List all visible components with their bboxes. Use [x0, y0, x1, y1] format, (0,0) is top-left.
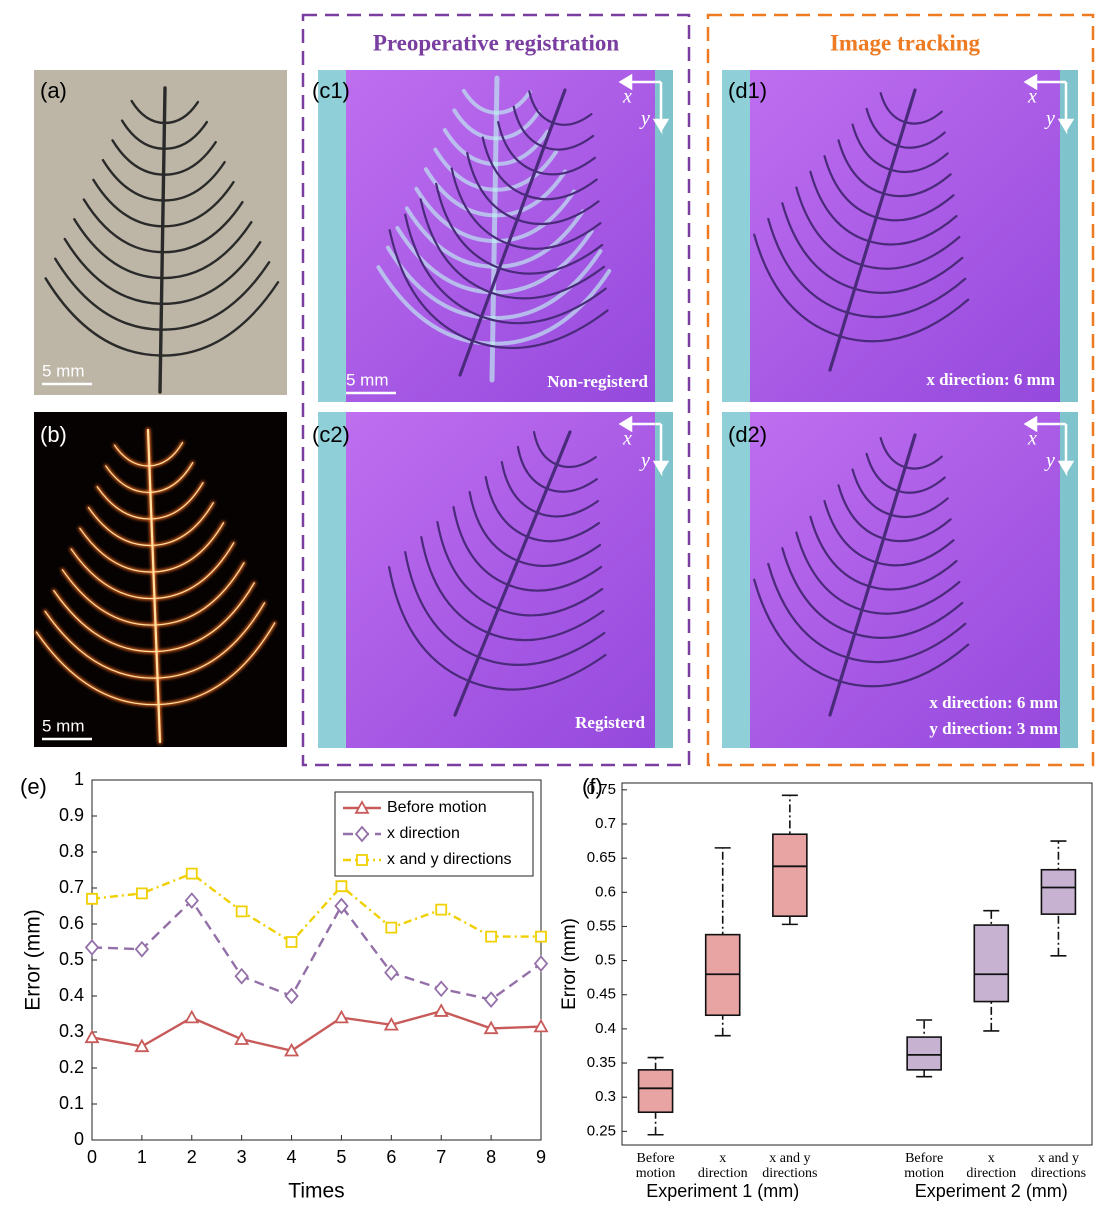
- y-tick-label: 0.4: [595, 1020, 616, 1037]
- y-tick-label: 0.5: [59, 949, 84, 969]
- x-tick-label: 3: [237, 1147, 247, 1167]
- legend-marker: [357, 855, 367, 865]
- y-tick-label: 0.65: [587, 849, 616, 866]
- axis-label: y: [639, 450, 650, 472]
- y-tick-label: 0.4: [59, 985, 84, 1005]
- panel-label: (c2): [312, 422, 350, 447]
- y-tick-label: 0.3: [59, 1021, 84, 1041]
- y-tick-label: 0.6: [595, 883, 616, 900]
- box: [773, 834, 807, 916]
- panel-label: (d2): [728, 422, 767, 447]
- marker: [187, 869, 197, 879]
- group-title: Preoperative registration: [373, 30, 620, 55]
- panel-label: (c1): [312, 78, 350, 103]
- x-tick-label: 7: [436, 1147, 446, 1167]
- y-tick-label: 1: [74, 769, 84, 789]
- legend-label: x and y directions: [387, 851, 512, 868]
- photo-edge: [722, 70, 750, 402]
- group-title: Image tracking: [830, 30, 981, 55]
- axis-label: x: [622, 428, 632, 450]
- box: [639, 1070, 673, 1112]
- x-tick-label: x and ydirections: [762, 1151, 817, 1181]
- scale-label: 5 mm: [42, 716, 85, 735]
- x-tick-label: 8: [486, 1147, 496, 1167]
- box: [1041, 870, 1075, 914]
- group-label: Experiment 1 (mm): [646, 1181, 799, 1201]
- y-tick-label: 0.2: [59, 1057, 84, 1077]
- scale-label: 5 mm: [346, 370, 389, 389]
- caption: y direction: 3 mm: [929, 719, 1058, 738]
- panel-label: (a): [40, 78, 67, 103]
- y-tick-label: 0.9: [59, 805, 84, 825]
- group-label: Experiment 2 (mm): [915, 1181, 1068, 1201]
- y-axis-title: Error (mm): [559, 918, 580, 1010]
- marker: [436, 905, 446, 915]
- caption: Non-registerd: [547, 372, 648, 391]
- marker: [486, 932, 496, 942]
- y-tick-label: 0.3: [595, 1088, 616, 1105]
- axis-label: x: [1027, 86, 1037, 108]
- box: [907, 1037, 941, 1070]
- caption: Registerd: [575, 713, 645, 732]
- caption: x direction: 6 mm: [926, 370, 1055, 389]
- box: [974, 925, 1008, 1001]
- y-tick-label: 0.45: [587, 986, 616, 1003]
- marker: [386, 923, 396, 933]
- y-tick-label: 0.35: [587, 1054, 616, 1071]
- y-tick-label: 0.7: [595, 815, 616, 832]
- caption: x direction: 6 mm: [929, 693, 1058, 712]
- x-tick-label: 1: [137, 1147, 147, 1167]
- marker: [287, 937, 297, 947]
- figure: xyxyxyxy Preoperative registrationImage …: [0, 0, 1104, 1203]
- marker: [87, 894, 97, 904]
- x-tick-label: 0: [87, 1147, 97, 1167]
- y-tick-label: 0.75: [587, 781, 616, 798]
- photo-edge: [318, 412, 346, 748]
- photo: [318, 412, 673, 748]
- x-tick-label: 6: [386, 1147, 396, 1167]
- x-tick-label: 5: [336, 1147, 346, 1167]
- y-tick-label: 0.55: [587, 917, 616, 934]
- y-tick-label: 0.7: [59, 877, 84, 897]
- photo-edge: [318, 70, 346, 402]
- axis-label: x: [622, 86, 632, 108]
- y-tick-label: 0: [74, 1129, 84, 1149]
- y-axis-title: Error (mm): [22, 909, 45, 1010]
- photo-edge: [722, 412, 750, 748]
- axis-label: y: [639, 108, 650, 130]
- scale-label: 5 mm: [42, 361, 85, 380]
- legend-label: x direction: [387, 825, 460, 842]
- legend-label: Before motion: [387, 799, 487, 816]
- x-tick-label: xdirection: [966, 1151, 1016, 1181]
- marker: [237, 906, 247, 916]
- x-tick-label: 9: [536, 1147, 546, 1167]
- x-axis-title: Times: [288, 1180, 344, 1203]
- marker: [336, 881, 346, 891]
- marker: [536, 932, 546, 942]
- x-tick-label: 2: [187, 1147, 197, 1167]
- plot-area: [622, 783, 1092, 1145]
- axis-label: y: [1044, 108, 1055, 130]
- x-tick-label: 4: [287, 1147, 297, 1167]
- y-tick-label: 0.6: [59, 913, 84, 933]
- axis-label: x: [1027, 428, 1037, 450]
- y-tick-label: 0.8: [59, 841, 84, 861]
- panel-label: (b): [40, 422, 67, 447]
- y-tick-label: 0.25: [587, 1122, 616, 1139]
- panel-label: (d1): [728, 78, 767, 103]
- axis-label: y: [1044, 450, 1055, 472]
- marker: [137, 888, 147, 898]
- panel-label: (e): [20, 774, 47, 799]
- x-tick-label: x and ydirections: [1031, 1151, 1086, 1181]
- y-tick-label: 0.5: [595, 952, 616, 969]
- y-tick-label: 0.1: [59, 1093, 84, 1113]
